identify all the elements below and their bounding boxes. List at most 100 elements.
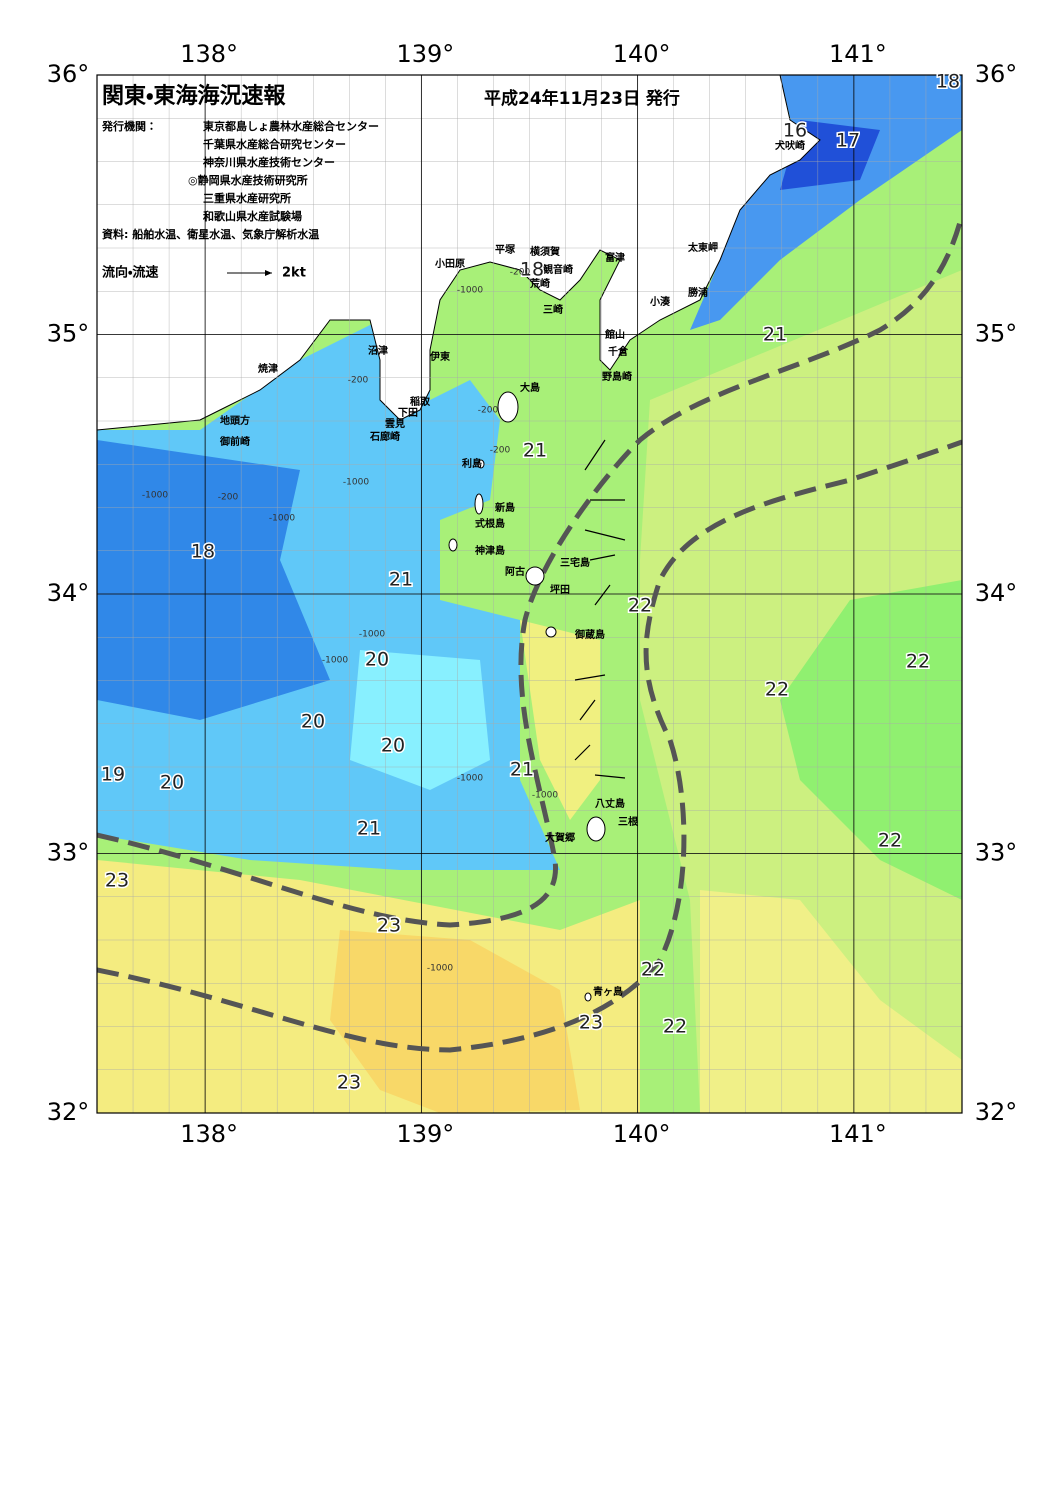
legend-label: 流向・流速 (102, 265, 158, 281)
issue-date: 平成24年11月23日 発行 (484, 88, 680, 109)
place-name: 御蔵島 (574, 628, 605, 641)
place-name: 犬吠崎 (775, 139, 805, 152)
place-name: 御前崎 (219, 435, 250, 448)
lon-label-top: 140° (613, 40, 671, 68)
depth-label: -1000 (142, 491, 168, 501)
place-name: 大島 (520, 381, 540, 394)
sea-cold-core (97, 440, 330, 720)
place-name: 石廊崎 (369, 430, 400, 443)
depth-label: -200 (490, 446, 511, 456)
isotherm-label: 21 (523, 440, 547, 462)
depth-label: -1000 (457, 774, 483, 784)
isotherm-label: 20 (301, 711, 325, 733)
source: 資料: 船舶水温、衛星水温、気象庁解析水温 (102, 227, 319, 241)
lat-label-right: 36° (975, 60, 1018, 88)
publisher: 神奈川県水産技術センター (202, 155, 335, 169)
place-name: 小田原 (434, 257, 465, 270)
sea-se-yellow (700, 890, 962, 1113)
depth-label: -1000 (359, 630, 385, 640)
place-name: 横須賀 (530, 245, 560, 258)
isotherm-label: 21 (389, 569, 413, 591)
depth-label: -1000 (343, 478, 369, 488)
isotherm-label: 23 (377, 915, 401, 937)
place-name: 野島崎 (602, 370, 632, 383)
lat-label-left: 35° (47, 320, 90, 348)
sea-surface (97, 75, 962, 1113)
isotherm-label: 20 (365, 649, 389, 671)
place-name: 伊東 (429, 350, 450, 363)
place-name: 観音崎 (543, 263, 573, 276)
place-name: 勝浦 (688, 286, 708, 299)
place-name: 下田 (398, 407, 418, 419)
publisher: 三重県水産研究所 (203, 191, 291, 205)
isotherm-label: 23 (337, 1072, 361, 1094)
isotherm-label: 18 (936, 71, 960, 93)
depth-label: -1000 (269, 514, 295, 524)
isotherm-label: 22 (663, 1016, 687, 1038)
place-name: 阿古 (505, 565, 525, 578)
land (97, 75, 821, 431)
place-name: 神津島 (474, 544, 505, 557)
isotherm-label: 21 (357, 818, 381, 840)
place-name: 沼津 (368, 344, 388, 357)
place-name: 新島 (494, 501, 515, 514)
lat-label-right: 32° (975, 1098, 1018, 1126)
map-frame (96, 74, 963, 1114)
isotherm-label: 18 (191, 541, 215, 563)
depth-label: -1000 (457, 286, 483, 296)
place-name: 平塚 (495, 243, 516, 256)
lon-label-bottom: 141° (829, 1120, 887, 1148)
isotherm-label: 21 (763, 324, 787, 346)
isotherm-label: 23 (105, 870, 129, 892)
place-name: 焼津 (258, 362, 278, 375)
isotherm-label: 23 (579, 1012, 603, 1034)
isotherm-label: 16 (783, 120, 807, 142)
kuroshio-south-edge (97, 439, 962, 1053)
sea-east-green (780, 580, 962, 900)
kuroshio-north-edge (97, 214, 962, 928)
lon-label-top: 138° (180, 40, 238, 68)
isotherm-label: 19 (101, 764, 125, 786)
lat-label-left: 36° (47, 60, 90, 88)
lon-label-bottom: 139° (396, 1120, 454, 1148)
place-name: 地頭方 (220, 414, 250, 427)
publisher-label: 発行機関： (101, 119, 157, 133)
lon-label-top: 141° (829, 40, 887, 68)
depth-label: -1000 (322, 656, 348, 666)
place-name: 青ヶ島 (593, 985, 623, 998)
place-name: 三宅島 (560, 556, 590, 569)
lat-label-left: 34° (47, 579, 90, 607)
isotherm-label: 22 (628, 595, 652, 617)
place-name: 稲取 (410, 395, 431, 408)
isotherm-label: 22 (906, 651, 930, 673)
depth-label: -200 (510, 268, 531, 278)
isotherm-label: 22 (641, 959, 665, 981)
lon-label-top: 139° (396, 40, 454, 68)
lon-label-bottom: 138° (180, 1120, 238, 1148)
place-name: 八丈島 (595, 797, 625, 810)
islands (448, 391, 606, 1002)
depth-label: -200 (348, 376, 369, 386)
place-name: 千倉 (608, 345, 629, 358)
publisher: ◎静岡県水産技術研究所 (188, 173, 308, 187)
isotherm-label: 22 (878, 830, 902, 852)
legend-arrow-head (265, 270, 272, 276)
isotherm-label: 20 (381, 735, 405, 757)
isotherm-label: 18 (520, 259, 544, 281)
isotherm-label: 17 (836, 130, 860, 152)
publisher: 千葉県水産総合研究センター (203, 137, 346, 151)
place-name: 荒崎 (529, 277, 550, 290)
depth-label: -1000 (532, 791, 558, 801)
place-name: 式根島 (475, 517, 505, 530)
depth-label: -200 (478, 406, 499, 416)
sea-central-yellow (520, 620, 600, 820)
place-name: 雲見 (385, 418, 405, 430)
place-name: 太東岬 (687, 241, 718, 254)
lat-label-left: 32° (47, 1098, 90, 1126)
place-name: 三根 (618, 815, 639, 828)
place-name: 富津 (605, 251, 625, 264)
grid (97, 75, 962, 1113)
place-name: 館山 (604, 328, 625, 341)
